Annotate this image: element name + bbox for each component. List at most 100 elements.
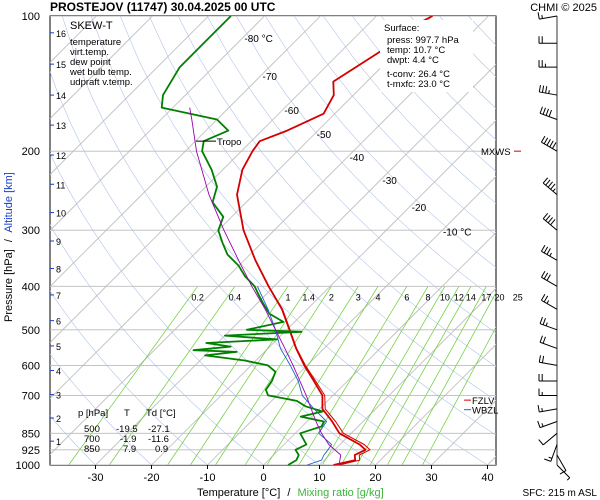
isotherm-label: -10 °C: [443, 228, 471, 239]
wind-barb-staff: [542, 218, 558, 231]
isotherm-line: [151, 119, 496, 465]
dry-adiabat: [293, 16, 496, 236]
wind-barb-feather: [537, 405, 540, 413]
wind-barb-feather: [545, 86, 548, 94]
dry-adiabat: [264, 16, 496, 268]
x-axis-temp-label: Temperature [°C]: [197, 487, 280, 499]
wind-barb-feather: [548, 109, 552, 117]
sfc-label: SFC: 215 m ASL: [523, 488, 598, 499]
wind-barb-feather: [542, 318, 546, 325]
x-axis-separator: /: [287, 487, 291, 499]
wind-barb-staff: [556, 464, 571, 479]
altitude-tick-label: 9: [56, 237, 61, 247]
wind-barb: [538, 84, 558, 96]
wind-barb-feather: [538, 84, 541, 93]
altitude-tick-label: 16: [56, 29, 66, 39]
isotherm-line: [375, 343, 496, 465]
wind-barb: [540, 271, 558, 287]
series-line-virt-temp-: [254, 260, 371, 465]
mixing-ratio-label: 1.4: [302, 292, 315, 302]
wind-barb-staff: [541, 141, 558, 152]
wind-barb-staff: [541, 276, 558, 287]
mxws-label: MXWS: [481, 147, 511, 158]
y-tick-label: 600: [22, 360, 40, 372]
isotherm-label: -70: [263, 72, 278, 83]
wind-barb-feather: [542, 177, 549, 184]
table-header-p: p [hPa]: [78, 408, 108, 419]
mixing-ratio-label: 20: [494, 292, 504, 302]
isotherm-label: -80 °C: [244, 34, 272, 45]
surface-dewpoint: dwpt: 4.4 °C: [387, 55, 439, 66]
altitude-tick-label: 1: [56, 437, 61, 447]
isotherm-line: [50, 16, 153, 120]
y-tick-label: 1000: [16, 460, 40, 472]
mixing-ratio-line: [266, 286, 379, 465]
wind-barb: [538, 432, 558, 446]
altitude-tick-label: 4: [56, 367, 61, 377]
x-tick-label: -10: [200, 472, 216, 484]
wind-barb: [539, 316, 558, 331]
surface-tmxfc: t-mxfc: 23.0 °C: [387, 79, 450, 90]
y-tick-label: 200: [22, 146, 40, 158]
altitude-tick-label: 5: [56, 342, 61, 352]
wind-barb-feather: [541, 355, 545, 363]
wind-barb-feather: [543, 295, 549, 303]
altitude-tick-label: 12: [56, 151, 66, 161]
mixing-ratio-line: [387, 286, 487, 465]
wind-barb-feather: [542, 336, 546, 344]
wind-barb-half-feather: [549, 252, 552, 257]
x-tick-label: 20: [369, 472, 381, 484]
altitude-tick-label: 8: [56, 264, 61, 274]
surface-tconv: t-conv: 26.4 °C: [387, 69, 450, 80]
wind-barb: [538, 36, 557, 44]
mixing-ratio-line: [401, 291, 496, 465]
surface-temperature: temp: 10.7 °C: [387, 45, 445, 56]
wind-barb-feather: [545, 108, 549, 116]
grid-labels: 1002003004005006007008509251000123456789…: [16, 11, 523, 484]
isotherm-line: [50, 16, 321, 288]
surface-info-box: [380, 20, 473, 92]
mixing-ratio-label: 17: [481, 292, 491, 302]
wind-barb-feather: [540, 244, 546, 252]
mixing-ratio-line: [356, 286, 460, 465]
dry-adiabat: [555, 16, 600, 465]
level-markers: Tropo MXWS FZLV WBZL: [196, 137, 521, 417]
mixing-ratio-label: 4: [376, 292, 381, 302]
wind-barb-feather: [539, 106, 543, 114]
svg-text:Pressure [hPa] / A: Pressure [hPa] / Altitude [km]: [3, 172, 15, 322]
y-axis-pressure-label: Pressure [hPa]: [3, 249, 15, 322]
mixing-ratio-line: [369, 286, 472, 465]
surface-info: Surface: press: 997.7 hPa temp: 10.7 °C …: [380, 20, 473, 92]
x-tick-label: 30: [425, 472, 437, 484]
table-cell: 500: [84, 424, 100, 435]
wind-barb-feather: [543, 137, 549, 145]
y-tick-label: 850: [22, 428, 40, 440]
credit-text: CHMI © 2025: [530, 2, 597, 14]
isotherm-label: -60: [284, 106, 299, 117]
series-line-wet-bulb-temp-: [256, 286, 333, 465]
isotherm-label: -30: [382, 176, 397, 187]
mixing-ratio-line: [298, 286, 408, 465]
table-cell: -1.9: [120, 434, 136, 445]
tropopause-label: Tropo: [217, 137, 241, 148]
wind-barb-half-feather: [548, 456, 553, 459]
x-axis-title: Temperature [°C] / Mixing ratio [g/kg]: [197, 487, 384, 499]
wind-barb-staff: [542, 182, 558, 196]
wind-barb-feather: [537, 12, 540, 20]
y-tick-label: 100: [22, 11, 40, 23]
wind-barb-staff: [539, 323, 558, 331]
wind-barb: [539, 106, 558, 120]
wind-barb-feather: [543, 272, 549, 280]
table-cell: 850: [84, 444, 100, 455]
isotherm-line: [50, 16, 433, 400]
table-cell: -11.6: [148, 434, 169, 445]
wind-barb: [537, 420, 558, 429]
dry-adiabat: [497, 16, 600, 465]
table-header-td: Td [°C]: [146, 408, 176, 419]
legend-item-dew-point: dew point: [70, 57, 111, 68]
wind-barb-half-feather: [566, 477, 571, 481]
y-axis-altitude-label: Altitude [km]: [3, 172, 15, 233]
altitude-tick-label: 11: [56, 180, 65, 190]
wind-barb-feather: [545, 215, 551, 222]
wind-barb-feather: [546, 274, 551, 281]
